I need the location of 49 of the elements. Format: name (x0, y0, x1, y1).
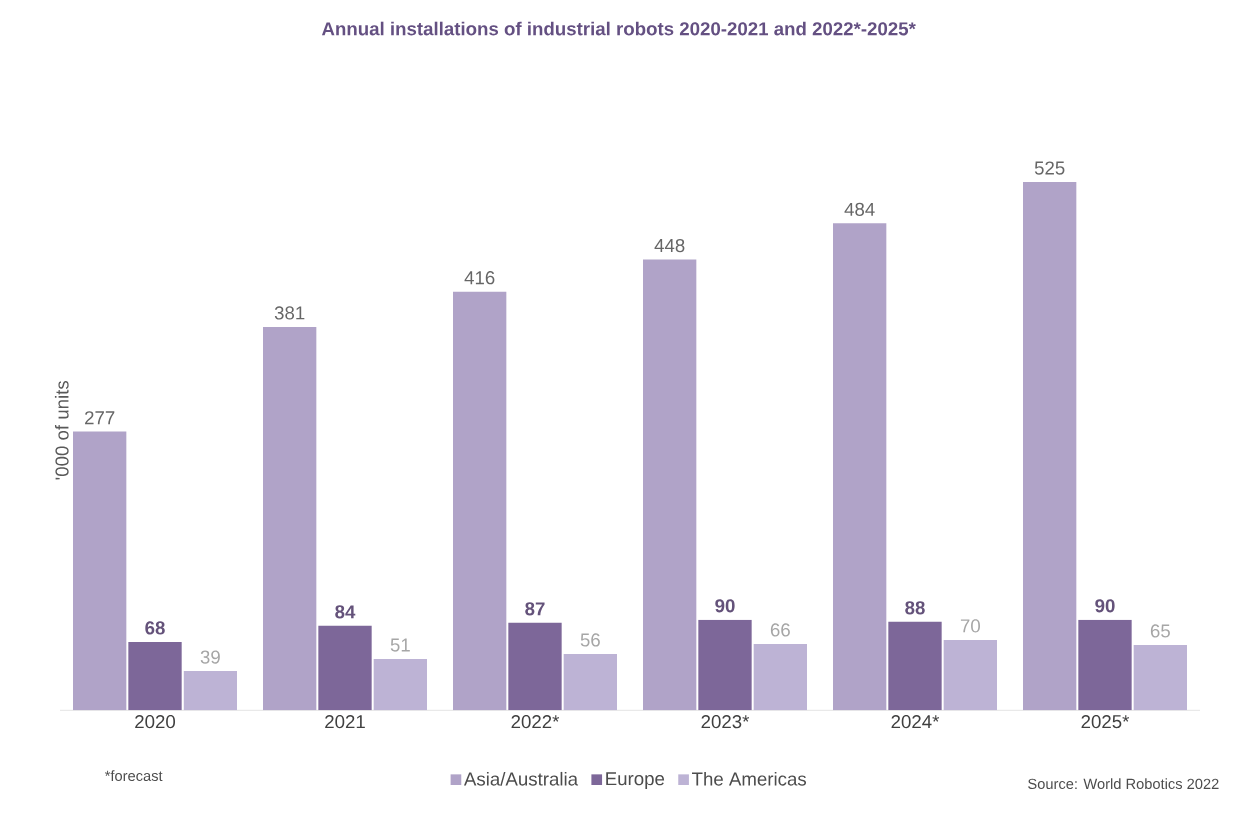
x-tick-label: 2023* (701, 715, 750, 729)
legend-label: Europe (606, 772, 665, 789)
bar (263, 326, 317, 711)
data-label: 51 (390, 638, 410, 652)
x-tick-label: 2024* (891, 715, 940, 729)
bar (1023, 182, 1077, 711)
data-label: 84 (335, 605, 356, 619)
bar (698, 619, 752, 711)
bar (643, 259, 697, 711)
bar (508, 622, 562, 711)
legend-label: The Americas (692, 771, 807, 786)
bar (1133, 644, 1187, 711)
bar (563, 653, 617, 711)
x-tick-label: 2020 (135, 715, 176, 729)
data-label: 87 (525, 602, 545, 616)
data-label: 90 (1095, 599, 1115, 613)
y-axis-title: '000 of units (54, 380, 69, 480)
source-note: Source: World Robotics 2022 (1028, 778, 1219, 790)
x-tick-label: 2025* (1081, 715, 1130, 729)
bar (373, 659, 428, 711)
bar (453, 291, 507, 711)
data-label: 39 (200, 650, 220, 664)
data-label: 70 (960, 619, 980, 633)
data-label: 88 (905, 601, 925, 615)
data-label: 56 (580, 633, 600, 647)
data-label: 66 (770, 623, 790, 637)
data-label: 525 (1034, 161, 1065, 175)
bar (183, 671, 238, 711)
bar (128, 641, 182, 711)
data-label: 90 (715, 599, 735, 613)
data-label: 381 (274, 306, 305, 320)
legend-label: Asia/Australia (463, 771, 579, 786)
bar (888, 621, 942, 711)
data-label: 65 (1150, 624, 1170, 638)
x-tick-label: 2021 (325, 715, 365, 729)
x-tick-label: 2022* (511, 715, 560, 729)
bar (318, 625, 372, 711)
bar (73, 431, 127, 711)
data-label: 68 (145, 621, 165, 635)
data-label: 484 (844, 202, 875, 216)
data-label: 277 (85, 411, 115, 425)
data-label: 416 (464, 271, 495, 285)
text: *forecast (104, 770, 163, 782)
bar (753, 643, 807, 711)
chart-title: Annual installations of industrial robots 2020-2021 and 2022*-2025* (321, 21, 916, 36)
bar (943, 639, 997, 711)
bar (833, 223, 887, 711)
bar (1078, 619, 1132, 711)
data-label: 448 (654, 238, 685, 253)
